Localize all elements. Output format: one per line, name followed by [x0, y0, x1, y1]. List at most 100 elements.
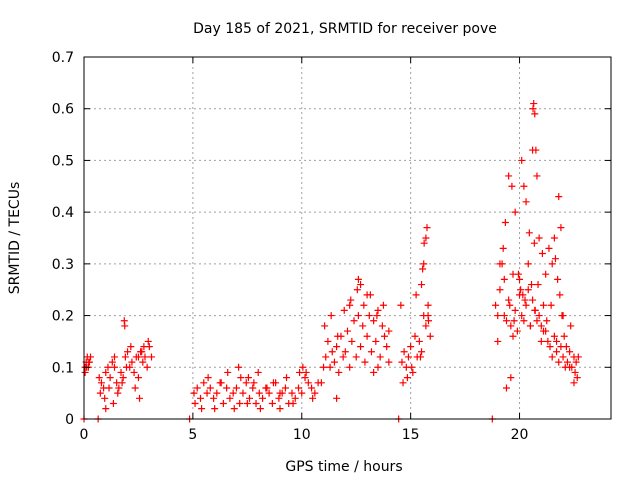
- data-point: [360, 301, 368, 309]
- data-point: [372, 337, 380, 345]
- data-point: [426, 332, 434, 340]
- data-point: [532, 146, 540, 154]
- data-point: [381, 332, 389, 340]
- data-point: [276, 405, 284, 413]
- data-point: [206, 384, 214, 392]
- data-point: [408, 363, 416, 371]
- data-point: [531, 110, 539, 118]
- data-point: [256, 405, 264, 413]
- data-point: [500, 312, 508, 320]
- data-point: [398, 358, 406, 366]
- data-point: [354, 275, 362, 283]
- data-point: [524, 286, 532, 294]
- data-point: [197, 394, 205, 402]
- data-point: [373, 312, 381, 320]
- x-tick-label: 20: [511, 427, 529, 443]
- data-point: [563, 358, 571, 366]
- data-point: [136, 394, 144, 402]
- data-point: [330, 358, 338, 366]
- data-point: [418, 348, 426, 356]
- data-point: [560, 332, 568, 340]
- data-point: [242, 379, 250, 387]
- data-point: [374, 363, 382, 371]
- data-point: [198, 405, 206, 413]
- data-point: [529, 296, 537, 304]
- data-point: [97, 379, 105, 387]
- data-point: [353, 286, 361, 294]
- data-point: [370, 368, 378, 376]
- data-point: [524, 260, 532, 268]
- data-point: [543, 317, 551, 325]
- plot-frame: [83, 56, 612, 420]
- data-point: [143, 363, 151, 371]
- data-point: [548, 353, 556, 361]
- data-point: [254, 368, 262, 376]
- data-point: [521, 296, 529, 304]
- data-point: [537, 337, 545, 345]
- data-point: [411, 332, 419, 340]
- data-point: [317, 379, 325, 387]
- data-point: [341, 348, 349, 356]
- data-point: [422, 234, 430, 242]
- data-point: [348, 337, 356, 345]
- data-point: [224, 368, 232, 376]
- data-point: [119, 374, 127, 382]
- data-point: [530, 100, 538, 108]
- data-point: [210, 394, 218, 402]
- data-point: [548, 260, 556, 268]
- data-point: [374, 306, 382, 314]
- data-point: [219, 399, 227, 407]
- data-point: [511, 306, 519, 314]
- data-point: [334, 332, 342, 340]
- data-point: [562, 343, 570, 351]
- data-point: [530, 239, 538, 247]
- data-point: [418, 281, 426, 289]
- data-point: [539, 327, 547, 335]
- data-point: [308, 384, 316, 392]
- data-point: [420, 239, 428, 247]
- data-point: [321, 322, 329, 330]
- data-point: [555, 193, 563, 201]
- data-point: [200, 379, 208, 387]
- data-point: [525, 229, 533, 237]
- data-point: [422, 322, 430, 330]
- data-point: [412, 291, 420, 299]
- data-point: [104, 363, 112, 371]
- data-point: [311, 389, 319, 397]
- y-tick-label: 0.3: [52, 257, 74, 273]
- data-point: [518, 156, 526, 164]
- data-point: [134, 353, 142, 361]
- data-point: [511, 208, 519, 216]
- data-point: [397, 301, 405, 309]
- data-point: [346, 301, 354, 309]
- data-point: [409, 368, 417, 376]
- data-point: [507, 322, 515, 330]
- data-point: [554, 275, 562, 283]
- data-point: [354, 312, 362, 320]
- data-point: [213, 389, 221, 397]
- data-point: [520, 182, 528, 190]
- data-point: [299, 363, 307, 371]
- data-point: [544, 337, 552, 345]
- data-point: [268, 399, 276, 407]
- data-point: [229, 389, 237, 397]
- data-point: [520, 317, 528, 325]
- data-point: [557, 224, 565, 232]
- data-point: [535, 234, 543, 242]
- data-point: [296, 368, 304, 376]
- data-point: [510, 317, 518, 325]
- data-point: [252, 399, 260, 407]
- data-point: [304, 379, 312, 387]
- data-point: [117, 368, 125, 376]
- data-point: [502, 384, 510, 392]
- data-point: [509, 332, 517, 340]
- data-point: [376, 353, 384, 361]
- data-point: [531, 306, 539, 314]
- data-point: [236, 399, 244, 407]
- data-point: [501, 218, 509, 226]
- data-point: [352, 353, 360, 361]
- data-point: [275, 394, 283, 402]
- data-point: [363, 291, 371, 299]
- data-point: [556, 291, 564, 299]
- data-point: [542, 270, 550, 278]
